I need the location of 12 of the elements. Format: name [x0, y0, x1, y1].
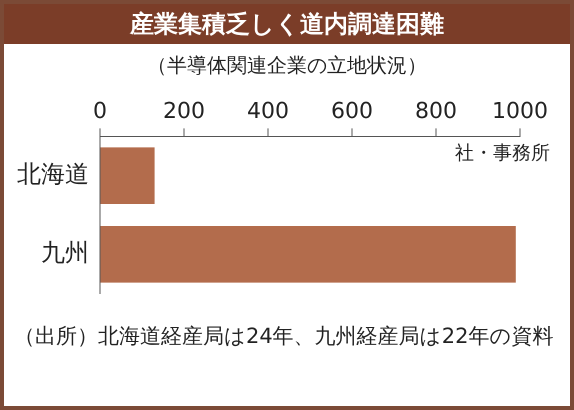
x-tick-label: 200	[163, 98, 205, 124]
y-tick-label: 九州	[41, 238, 89, 267]
x-tick-label: 600	[331, 98, 373, 124]
x-tick-label: 800	[415, 98, 457, 124]
chart-subtitle: （半導体関連企業の立地状況）	[146, 52, 428, 79]
x-tick-label: 0	[93, 98, 107, 124]
x-tick-label: 1000	[492, 98, 548, 124]
y-tick-label: 北海道	[17, 160, 89, 188]
x-tick-label: 400	[247, 98, 289, 124]
x-axis-title: 社・事務所	[455, 142, 550, 164]
chart-title: 産業集積乏しく道内調達困難	[4, 4, 570, 44]
text: （出所）北海道経産局は24年、九州経産局は22年の資料	[14, 323, 554, 350]
